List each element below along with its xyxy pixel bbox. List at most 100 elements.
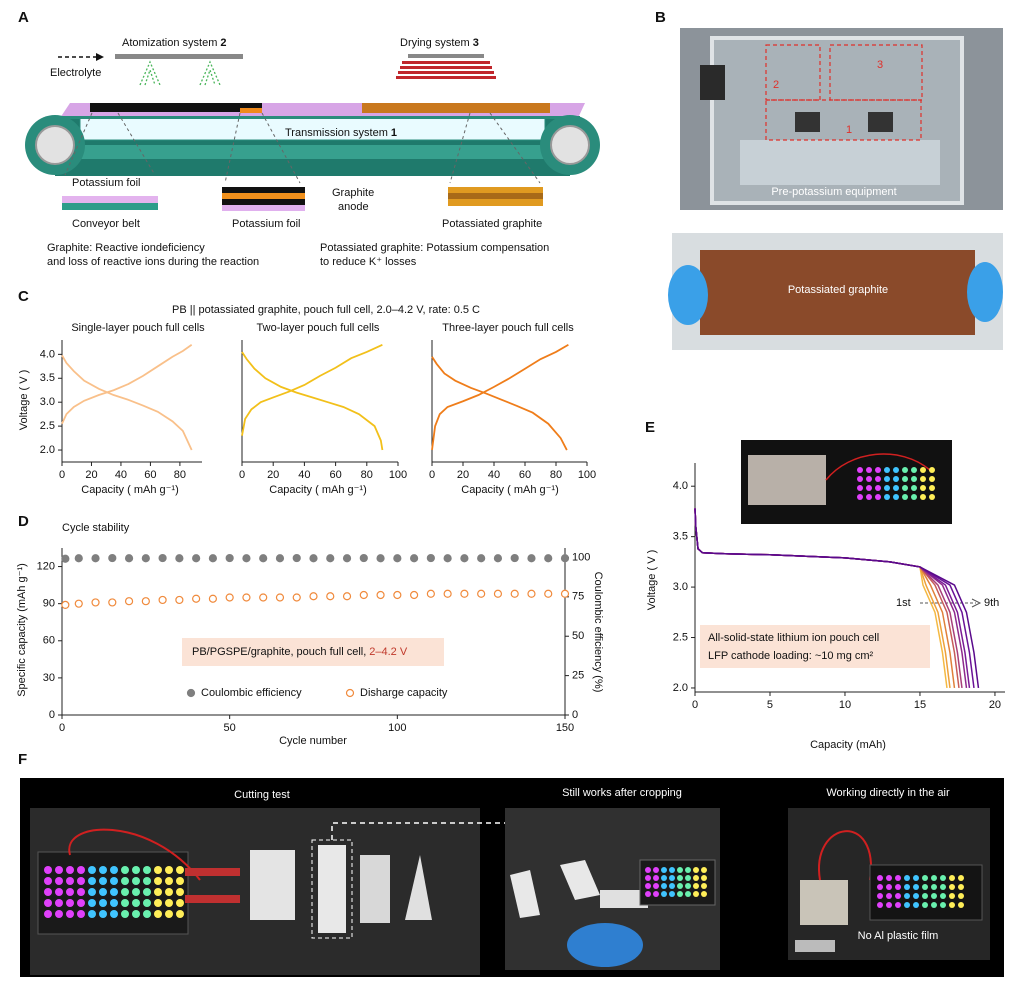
layer [448, 187, 543, 193]
led-dot [121, 888, 129, 896]
y2-tick-label: 75 [572, 591, 584, 603]
point [544, 589, 553, 598]
x-axis-label: Cycle number [279, 735, 347, 747]
x-axis-label: Capacity ( mAh g⁻¹) [81, 484, 179, 496]
led-dot [99, 910, 107, 918]
marker-label: 3 [877, 59, 883, 71]
led-dot [886, 875, 892, 881]
line [61, 354, 193, 451]
led-dot [895, 884, 901, 890]
layer [62, 203, 158, 210]
atomization-text: Atomization system [122, 37, 217, 49]
point [493, 589, 503, 598]
led-dot [958, 875, 964, 881]
led-dot [949, 875, 955, 881]
graphite-photo [668, 233, 1003, 350]
led-dot [893, 494, 899, 500]
x-tick-label: 0 [59, 722, 65, 734]
point [225, 553, 234, 563]
led-dot [693, 891, 699, 897]
led-dot [143, 866, 151, 874]
led-dot [857, 494, 863, 500]
led-dot [677, 883, 683, 889]
point [141, 554, 150, 563]
point [426, 589, 435, 598]
arrow-head [96, 53, 104, 61]
led-dot [895, 875, 901, 881]
leader-lines [64, 112, 541, 184]
led-dot [893, 476, 899, 482]
layer-label: Potassium foil [232, 218, 300, 230]
led-dot [886, 884, 892, 890]
point [175, 554, 184, 563]
y-axis-label: Voltage ( V ) [646, 550, 658, 611]
point [510, 553, 519, 563]
led-dot [653, 891, 659, 897]
led-dot [904, 893, 910, 899]
led-dot [44, 888, 52, 896]
led-dot [875, 467, 881, 473]
point [108, 553, 117, 563]
led-dot [645, 891, 651, 897]
legend-marker [345, 688, 355, 698]
led-dot [99, 866, 107, 874]
panel-title: PB || potassiated graphite, pouch full c… [172, 304, 480, 316]
led-dot [176, 888, 184, 896]
point [208, 594, 217, 603]
point [527, 554, 536, 563]
electrolyte-label: Electrolyte [50, 67, 101, 79]
transmission-text: Transmission system [285, 127, 388, 139]
legend-label: Disharge capacity [360, 687, 448, 699]
led-dot [645, 883, 651, 889]
point [460, 589, 469, 598]
layer [222, 193, 305, 199]
photo-caption: Working directly in the air [826, 787, 950, 799]
led-dot [929, 494, 935, 500]
x-tick-label: 150 [556, 722, 574, 734]
panel-label: E [645, 419, 655, 436]
led-dot [176, 899, 184, 907]
led-dot [132, 888, 140, 896]
led-dot [661, 867, 667, 873]
led-dot [132, 877, 140, 885]
layer-label: Potassium foil [72, 177, 140, 189]
x-tick-label: 100 [389, 469, 407, 481]
point [192, 594, 201, 603]
led-dot [99, 888, 107, 896]
panel-label: B [655, 9, 666, 26]
x-tick-label: 80 [550, 469, 562, 481]
y2-tick-label: 25 [572, 670, 584, 682]
spray [139, 60, 221, 86]
led-dot [911, 494, 917, 500]
led-dot [857, 476, 863, 482]
led-dot [886, 902, 892, 908]
y-tick-label: 3.5 [673, 531, 688, 543]
led-dot [685, 875, 691, 881]
atomization-number: 2 [220, 37, 226, 49]
led-dot [110, 910, 118, 918]
layer [222, 205, 305, 211]
transmission-number: 1 [391, 127, 397, 139]
x-tick-label: 15 [914, 699, 926, 711]
y-tick-label: 3.0 [40, 396, 55, 408]
y-tick-label: 2.0 [40, 444, 55, 456]
x-tick-label: 50 [224, 722, 236, 734]
led-dot [922, 893, 928, 899]
note: and loss of reactive ions during the rea… [47, 256, 259, 268]
conveyor [25, 103, 600, 176]
led-dot [958, 884, 964, 890]
led-dot [66, 899, 74, 907]
led-dot [66, 910, 74, 918]
led-dot [931, 875, 937, 881]
point [359, 590, 368, 600]
point [309, 554, 318, 563]
x-tick-label: 40 [115, 469, 127, 481]
y-tick-label: 4.0 [40, 348, 55, 360]
led-dot [121, 866, 129, 874]
y-tick-label: 2.5 [40, 420, 55, 432]
point [443, 589, 452, 598]
led-dot [866, 467, 872, 473]
led-dot [55, 866, 63, 874]
led-dot [165, 866, 173, 874]
chart-title: Two-layer pouch full cells [257, 322, 380, 334]
